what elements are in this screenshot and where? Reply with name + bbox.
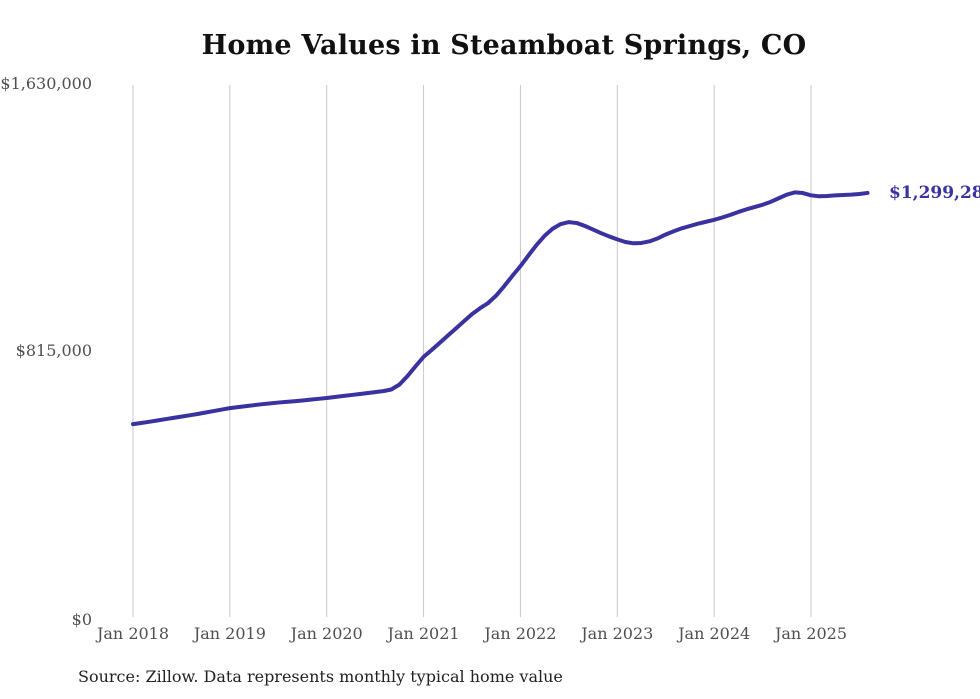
- home-value-series-line: [131, 190, 870, 427]
- x-axis-tick-label: Jan 2022: [484, 624, 557, 643]
- home-values-line-chart: [131, 85, 870, 617]
- y-axis-tick-label: $0: [71, 610, 92, 629]
- x-axis-tick-label: Jan 2024: [678, 624, 751, 643]
- x-axis-tick-label: Jan 2025: [774, 624, 848, 643]
- y-axis-tick-label: $1,630,000: [0, 74, 92, 93]
- chart-area: $1,299,288 $0 $815,000 $1,630,000 Jan 2018 J…: [0, 74, 980, 643]
- x-axis-tick-label: Jan 2020: [290, 624, 363, 643]
- x-axis-tick-label: Jan 2021: [387, 624, 460, 643]
- latest-value-label: $1,299,288: [889, 182, 980, 203]
- source-note: Source: Zillow. Data represents monthly …: [78, 667, 563, 686]
- y-axis-tick-label: $815,000: [15, 341, 92, 360]
- x-axis-tick-label: Jan 2019: [193, 624, 266, 643]
- x-axis-tick-label: Jan 2018: [96, 624, 170, 643]
- chart-title: Home Values in Steamboat Springs, CO: [201, 30, 807, 61]
- x-axis-tick-label: Jan 2023: [581, 624, 654, 643]
